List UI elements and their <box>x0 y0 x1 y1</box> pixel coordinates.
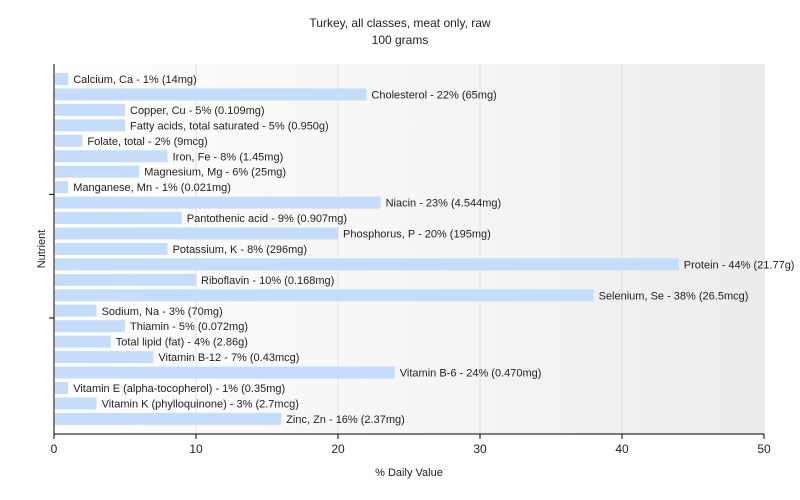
bar-label: Vitamin B-6 - 24% (0.470mg) <box>400 368 542 380</box>
bar <box>55 242 168 255</box>
bar-label: Pantothenic acid - 9% (0.907mg) <box>187 213 347 225</box>
bar <box>55 382 69 394</box>
x-tick-label: 0 <box>51 442 58 456</box>
bar-label: Magnesium, Mg - 6% (25mg) <box>144 167 286 179</box>
bar <box>55 88 367 101</box>
x-axis-title: % Daily Value <box>375 467 443 479</box>
bar <box>55 134 83 147</box>
bar-label: Sodium, Na - 3% (70mg) <box>102 306 223 318</box>
x-tick-label: 40 <box>615 442 629 456</box>
chart-title: Turkey, all classes, meat only, raw <box>309 16 491 30</box>
bar <box>55 196 381 209</box>
bar <box>55 320 125 333</box>
x-tick-label: 30 <box>473 442 487 456</box>
bar <box>55 258 679 271</box>
bar <box>55 351 154 364</box>
bar <box>55 304 97 317</box>
bar <box>55 73 69 85</box>
bar <box>55 227 338 240</box>
bar-label: Vitamin B-12 - 7% (0.43mcg) <box>158 352 299 364</box>
bar-label: Calcium, Ca - 1% (14mg) <box>73 74 196 86</box>
bar <box>55 103 125 116</box>
bars: Calcium, Ca - 1% (14mg) Cholesterol - 22%… <box>55 73 794 426</box>
bar <box>55 412 282 425</box>
bar-label: Copper, Cu - 5% (0.109mg) <box>130 105 265 117</box>
chart-subtitle: 100 grams <box>372 33 429 47</box>
x-tick-label: 10 <box>189 442 203 456</box>
bar <box>55 181 69 194</box>
axes <box>53 64 764 435</box>
bar-label: Riboflavin - 10% (0.168mg) <box>201 275 334 287</box>
bar-label: Niacin - 23% (4.544mg) <box>386 198 502 210</box>
bar-label: Total lipid (fat) - 4% (2.86g) <box>116 337 248 349</box>
bar-label: Manganese, Mn - 1% (0.021mg) <box>73 182 231 194</box>
bar <box>55 366 395 379</box>
bar-label: Cholesterol - 22% (65mg) <box>371 89 496 101</box>
bar <box>55 119 125 132</box>
bar <box>55 289 594 302</box>
bar-label: Folate, total - 2% (9mcg) <box>87 136 207 148</box>
x-ticks: 0 10 20 30 40 50 <box>49 193 771 456</box>
bar-label: Phosphorus, P - 20% (195mg) <box>343 229 491 241</box>
bar <box>55 165 140 178</box>
x-tick-label: 50 <box>757 442 771 456</box>
bar <box>55 273 196 286</box>
bar-label: Fatty acids, total saturated - 5% (0.950… <box>130 120 329 132</box>
bar-label: Vitamin E (alpha-tocopherol) - 1% (0.35m… <box>73 383 285 395</box>
bar-label: Iron, Fe - 8% (1.45mg) <box>173 151 284 163</box>
x-tick-label: 20 <box>331 442 345 456</box>
bar-label: Thiamin - 5% (0.072mg) <box>130 321 248 333</box>
bar-label: Potassium, K - 8% (296mg) <box>173 244 308 256</box>
bar <box>55 335 111 348</box>
bar-label: Selenium, Se - 38% (26.5mcg) <box>599 290 749 302</box>
bar <box>55 397 97 410</box>
y-axis-title: Nutrient <box>36 230 48 269</box>
bar-label: Protein - 44% (21.77g) <box>684 259 795 271</box>
bar <box>55 212 182 225</box>
bar-label: Vitamin K (phylloquinone) - 3% (2.7mcg) <box>102 398 299 410</box>
bar-label: Zinc, Zn - 16% (2.37mg) <box>286 414 405 426</box>
bar <box>55 150 168 163</box>
